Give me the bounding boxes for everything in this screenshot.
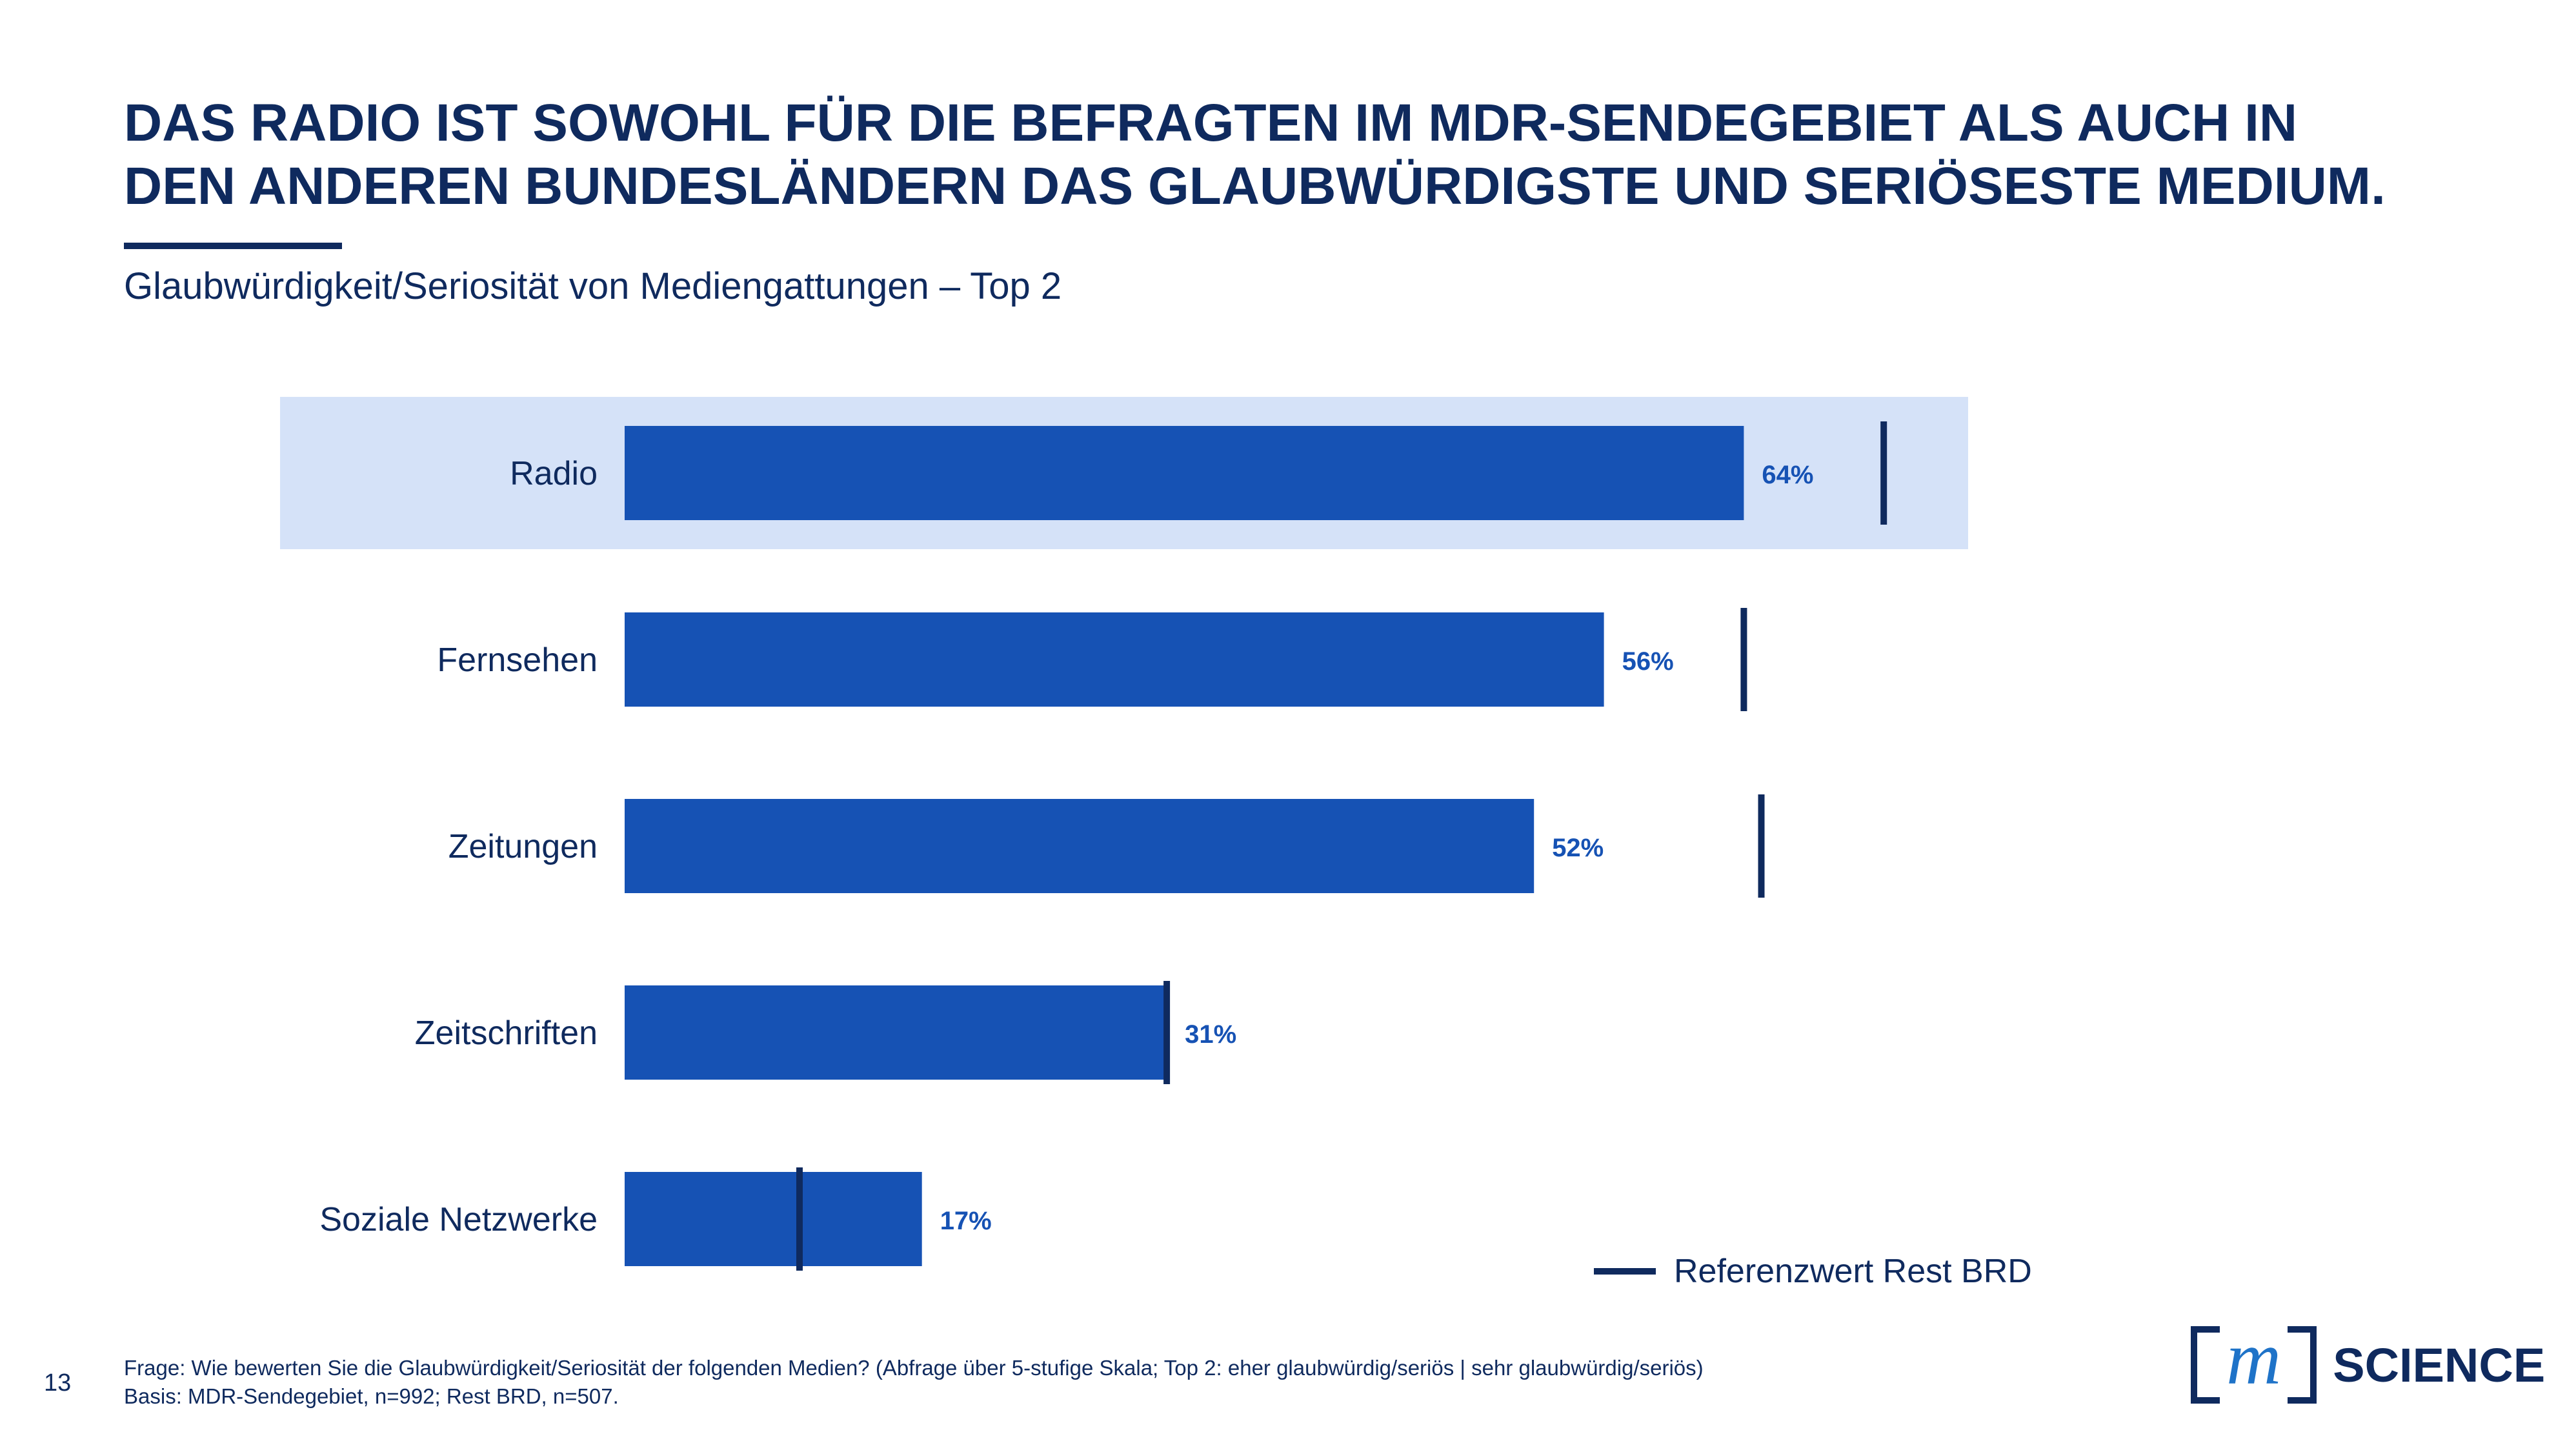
footnote-question: Frage: Wie bewerten Sie die Glaubwürdigk… bbox=[124, 1356, 1704, 1380]
value-label-fernsehen: 56% bbox=[1622, 647, 1674, 676]
m-science-logo: m SCIENCE bbox=[2188, 1316, 2546, 1407]
page-title-line-1: DAS RADIO IST SOWOHL FÜR DIE BEFRAGTEN I… bbox=[124, 94, 2298, 152]
value-label-zeitschriften: 31% bbox=[1185, 1020, 1236, 1049]
logo-text: SCIENCE bbox=[2333, 1338, 2546, 1392]
title-underline bbox=[124, 243, 342, 249]
category-label-soziale-netzwerke: Soziale Netzwerke bbox=[319, 1201, 598, 1238]
chart-subtitle: Glaubwürdigkeit/Seriosität von Mediengat… bbox=[124, 265, 1062, 307]
bar-radio bbox=[625, 426, 1744, 520]
category-label-radio: Radio bbox=[510, 455, 598, 492]
legend: Referenzwert Rest BRD bbox=[1594, 1245, 2032, 1297]
footnote: Frage: Wie bewerten Sie die Glaubwürdigk… bbox=[124, 1354, 1704, 1411]
bar-zeitschriften bbox=[625, 985, 1167, 1080]
category-label-zeitschriften: Zeitschriften bbox=[415, 1014, 598, 1052]
value-label-soziale-netzwerke: 17% bbox=[940, 1207, 992, 1235]
value-label-radio: 64% bbox=[1762, 461, 1813, 489]
legend-reference-line-swatch bbox=[1594, 1268, 1656, 1275]
bar-fernsehen bbox=[625, 612, 1604, 707]
category-label-fernsehen: Fernsehen bbox=[437, 641, 598, 679]
logo-left-bracket-icon bbox=[2191, 1326, 2220, 1404]
logo-right-bracket-icon bbox=[2288, 1326, 2317, 1404]
page-title: DAS RADIO IST SOWOHL FÜR DIE BEFRAGTEN I… bbox=[124, 92, 2511, 218]
footnote-basis: Basis: MDR-Sendegebiet, n=992; Rest BRD,… bbox=[124, 1384, 619, 1408]
legend-label: Referenzwert Rest BRD bbox=[1674, 1253, 2032, 1290]
bar-soziale-netzwerke bbox=[625, 1172, 922, 1266]
value-label-zeitungen: 52% bbox=[1552, 834, 1604, 862]
logo-m-mark: m bbox=[2226, 1316, 2282, 1400]
page-title-line-2: DEN ANDEREN BUNDESLÄNDERN DAS GLAUBWÜRDI… bbox=[124, 157, 2386, 216]
page-number: 13 bbox=[44, 1369, 72, 1397]
category-label-zeitungen: Zeitungen bbox=[448, 828, 598, 865]
bar-zeitungen bbox=[625, 799, 1535, 893]
